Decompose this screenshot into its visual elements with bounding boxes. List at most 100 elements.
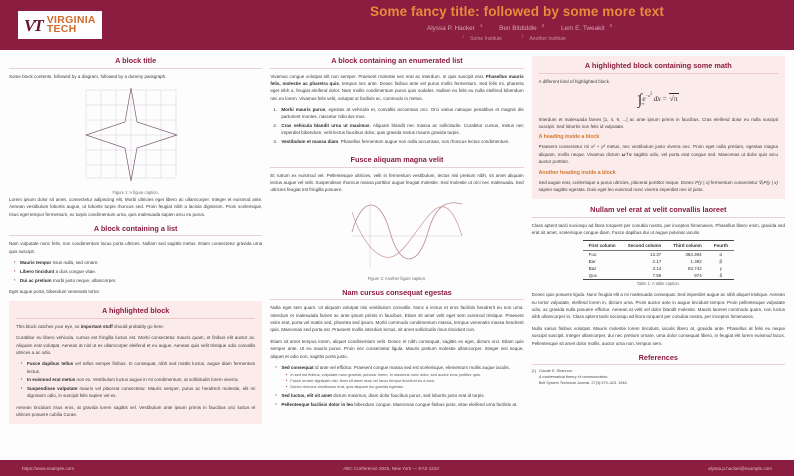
block-title: A highlighted block — [16, 306, 256, 319]
reference-item: [1] Claude E. Shannon. A mathematical th… — [532, 369, 785, 386]
text-fragment: should probably go here. — [112, 323, 165, 329]
highlight-body-paragraph: Curabitur eu libero vehicula, cursus est… — [16, 335, 256, 355]
inline-math: ∇ₓP(y | x) — [758, 179, 778, 185]
table-row: Qux 7.59 974 δ — [583, 272, 734, 280]
text-fragment: metus, nec vestibulum justo viverra nec.… — [538, 144, 778, 157]
vt-wordmark: VIRGINIA TECH — [46, 14, 96, 35]
text-fragment: Vivamus congue volutpat elit non semper.… — [270, 73, 486, 79]
list-item-text: non ex. Vestibulum luctus augue in mi co… — [76, 377, 239, 383]
text-fragment: Praesent consectetur mi — [538, 144, 591, 150]
sub-bullet-list: In sed est finibus, vulputate nunc gravi… — [285, 372, 523, 390]
block-intro-text: A different kind of highlighted block. — [538, 78, 611, 84]
list-item-text: mauris vel placerat consectetur. Mauris … — [27, 386, 256, 399]
table-header-cell: Fourth — [707, 240, 734, 251]
block-intro-text: Some block contents, followed by a diagr… — [9, 73, 167, 79]
affiliation-marker: 1 — [462, 34, 465, 39]
block-title: Nam cursus consequat egestas — [270, 288, 524, 301]
poster-footer: https://www.example.com ABC Conference 2… — [0, 460, 794, 476]
block-intro-text: Nam vulputate nunc felis, non condimentu… — [9, 241, 263, 254]
table-cell: Foo — [588, 251, 597, 257]
affiliation-list: 1 Some Institute 2 Another Institute — [250, 35, 784, 43]
block-body-paragraph: Lorem ipsum dolor sit amet, consectetur … — [9, 196, 263, 217]
table-cell: γ — [719, 265, 722, 271]
list-item-lead: Fusce dapibus tellus — [27, 361, 74, 367]
poster-header: VT VIRGINIA TECH Some fancy title: follo… — [0, 0, 794, 50]
table-cell: Bar — [588, 258, 596, 264]
emphasis-text: important stuff — [80, 323, 113, 329]
block-a-block-containing-a-list: A block containing a list Nam vulputate … — [9, 224, 263, 295]
inline-math: ω†ν — [621, 151, 632, 157]
table-header-cell: First column — [582, 240, 622, 251]
text-fragment: sapien sagittis egestas. Duis eget leo e… — [538, 186, 704, 192]
table-cell: 13.37 — [649, 251, 662, 257]
reference-source: Bell System Technical Journal, 27(3):379… — [538, 380, 628, 385]
table-header-cell: Third column — [667, 240, 708, 251]
list-item-lead: Mauris tempor — [20, 260, 52, 266]
sub-list-item: In sed est finibus, vulputate nunc gravi… — [285, 372, 523, 378]
author-name: Lem E. Tweakit — [560, 25, 605, 33]
list-item-lead: Libero tincidunt — [20, 268, 55, 274]
affiliation-marker: 2 — [521, 34, 524, 39]
emphasis-text: Phasellus mauris felis, molestie ac phar… — [270, 73, 524, 86]
table-row: Bar 2.17 1.392 β — [583, 258, 734, 265]
virginia-tech-logo: VT VIRGINIA TECH — [18, 11, 102, 39]
block-body-paragraph: Nulla eget sem quam. Ut aliquam volutpat… — [270, 305, 524, 333]
list-item-lead: Cras vehicula blandit urna ut maximus — [281, 122, 370, 128]
list-item: Pellentesque facilisis dolor in leo bibe… — [275, 401, 523, 408]
list-item: Morbi mauris purus, egestas at vehicula … — [273, 106, 523, 121]
table-cell: 83.742 — [687, 265, 702, 271]
list-item-text: risus nulla, sed ornare. — [52, 260, 99, 266]
list-item: Fusce dapibus tellus vel tellus semper f… — [21, 360, 255, 375]
author-name: Alyssa P. Hacker — [426, 25, 475, 33]
footer-email-link[interactable]: alyssa.p.hacker@example.com — [708, 465, 772, 471]
data-table: First column Second column Third column … — [582, 240, 734, 280]
table-cell: 2.17 — [652, 258, 662, 264]
list-item: Cras vehicula blandit urna ut maximus. A… — [273, 122, 523, 137]
figure-1: Figure 1: A figure caption. — [9, 84, 262, 195]
block-intro-text: Vivamus congue volutpat elit non semper.… — [270, 73, 523, 102]
column-1: A block title Some block contents, follo… — [9, 56, 263, 460]
block-title: A block containing a list — [9, 224, 263, 237]
inline-math: P(y | x) — [695, 179, 710, 185]
list-item-text: bibendum congue. Maecenas congue finibus… — [354, 401, 518, 407]
list-item: In euismod erat metus non ex. Vestibulum… — [21, 376, 255, 383]
block-title: Nullam vel erat at velit convallis laore… — [531, 205, 785, 218]
table-cell: Baz — [588, 265, 597, 271]
list-item: Libero tincidunt a duis congue vitae. — [14, 268, 262, 275]
sine-curves-plot-icon — [351, 201, 463, 268]
table-row: Foo 13.37 384.394 α — [583, 250, 734, 258]
author-affil-marker: 1 — [479, 23, 483, 28]
post-equation-text: Interdum et malesuada fames [1, 4, 9, ..… — [538, 116, 778, 130]
text-fragment: sagittis odio, vel porta erat congue sed… — [538, 151, 778, 165]
bullet-list: Sed consequat id ante vel efficitur. Pra… — [275, 364, 523, 408]
author-name: Ben Bitdiddle — [499, 25, 537, 33]
author-affil-marker: 2 — [609, 23, 612, 28]
text-fragment: fermentum consectetur — [709, 179, 759, 185]
bullet-list: Fusce dapibus tellus vel tellus semper f… — [21, 360, 256, 399]
list-item-text: a duis congue vitae. — [55, 268, 97, 274]
block-nam-cursus-consequat-egestas: Nam cursus consequat egestas Nulla eget … — [270, 288, 524, 412]
table-cell: 3.14 — [652, 265, 662, 271]
vt-wordmark-line2: TECH — [46, 23, 77, 35]
list-item-lead: Pellentesque facilisis dolor in leo — [281, 401, 354, 407]
reference-author: Claude E. Shannon. — [538, 369, 573, 374]
footer-website-link[interactable]: https://www.example.com — [22, 465, 75, 471]
table-header-row: First column Second column Third column … — [582, 240, 734, 251]
table-cell: β — [719, 258, 723, 264]
author-list: Alyssa P. Hacker 1 Ben Bitdiddle 2 Lem E. … — [250, 23, 784, 32]
table-header-cell: Second column — [621, 240, 668, 251]
reference-list: [1] Claude E. Shannon. A mathematical th… — [532, 369, 785, 386]
affiliation-name: Another Institute — [529, 36, 566, 43]
text-fragment: Sed augue erat, scelerisque a purus ultr… — [538, 179, 696, 185]
list-item-lead: Sed consequat — [281, 364, 314, 370]
figure-caption: Figure 1: A figure caption. — [112, 189, 159, 195]
list-item-lead: In euismod erat metus — [27, 377, 76, 383]
affiliation-item: 1 Some Institute — [462, 34, 508, 43]
table-cell: α — [719, 251, 723, 257]
highlight-intro-text: This block catches your eye, so importan… — [16, 323, 255, 330]
highlight-outro-text: Aenean tincidunt risus eros, at gravida … — [16, 404, 256, 417]
table-caption: Table 1: A table caption. — [636, 281, 680, 287]
block-body-paragraph: Donec quis posuere ligula. Nunc feugiat … — [531, 292, 785, 320]
sub-list-item: Fusce ornare dignissim nisi. Nam sit ame… — [285, 378, 523, 384]
list-item-lead: Suspendisse vulputate — [27, 386, 78, 392]
